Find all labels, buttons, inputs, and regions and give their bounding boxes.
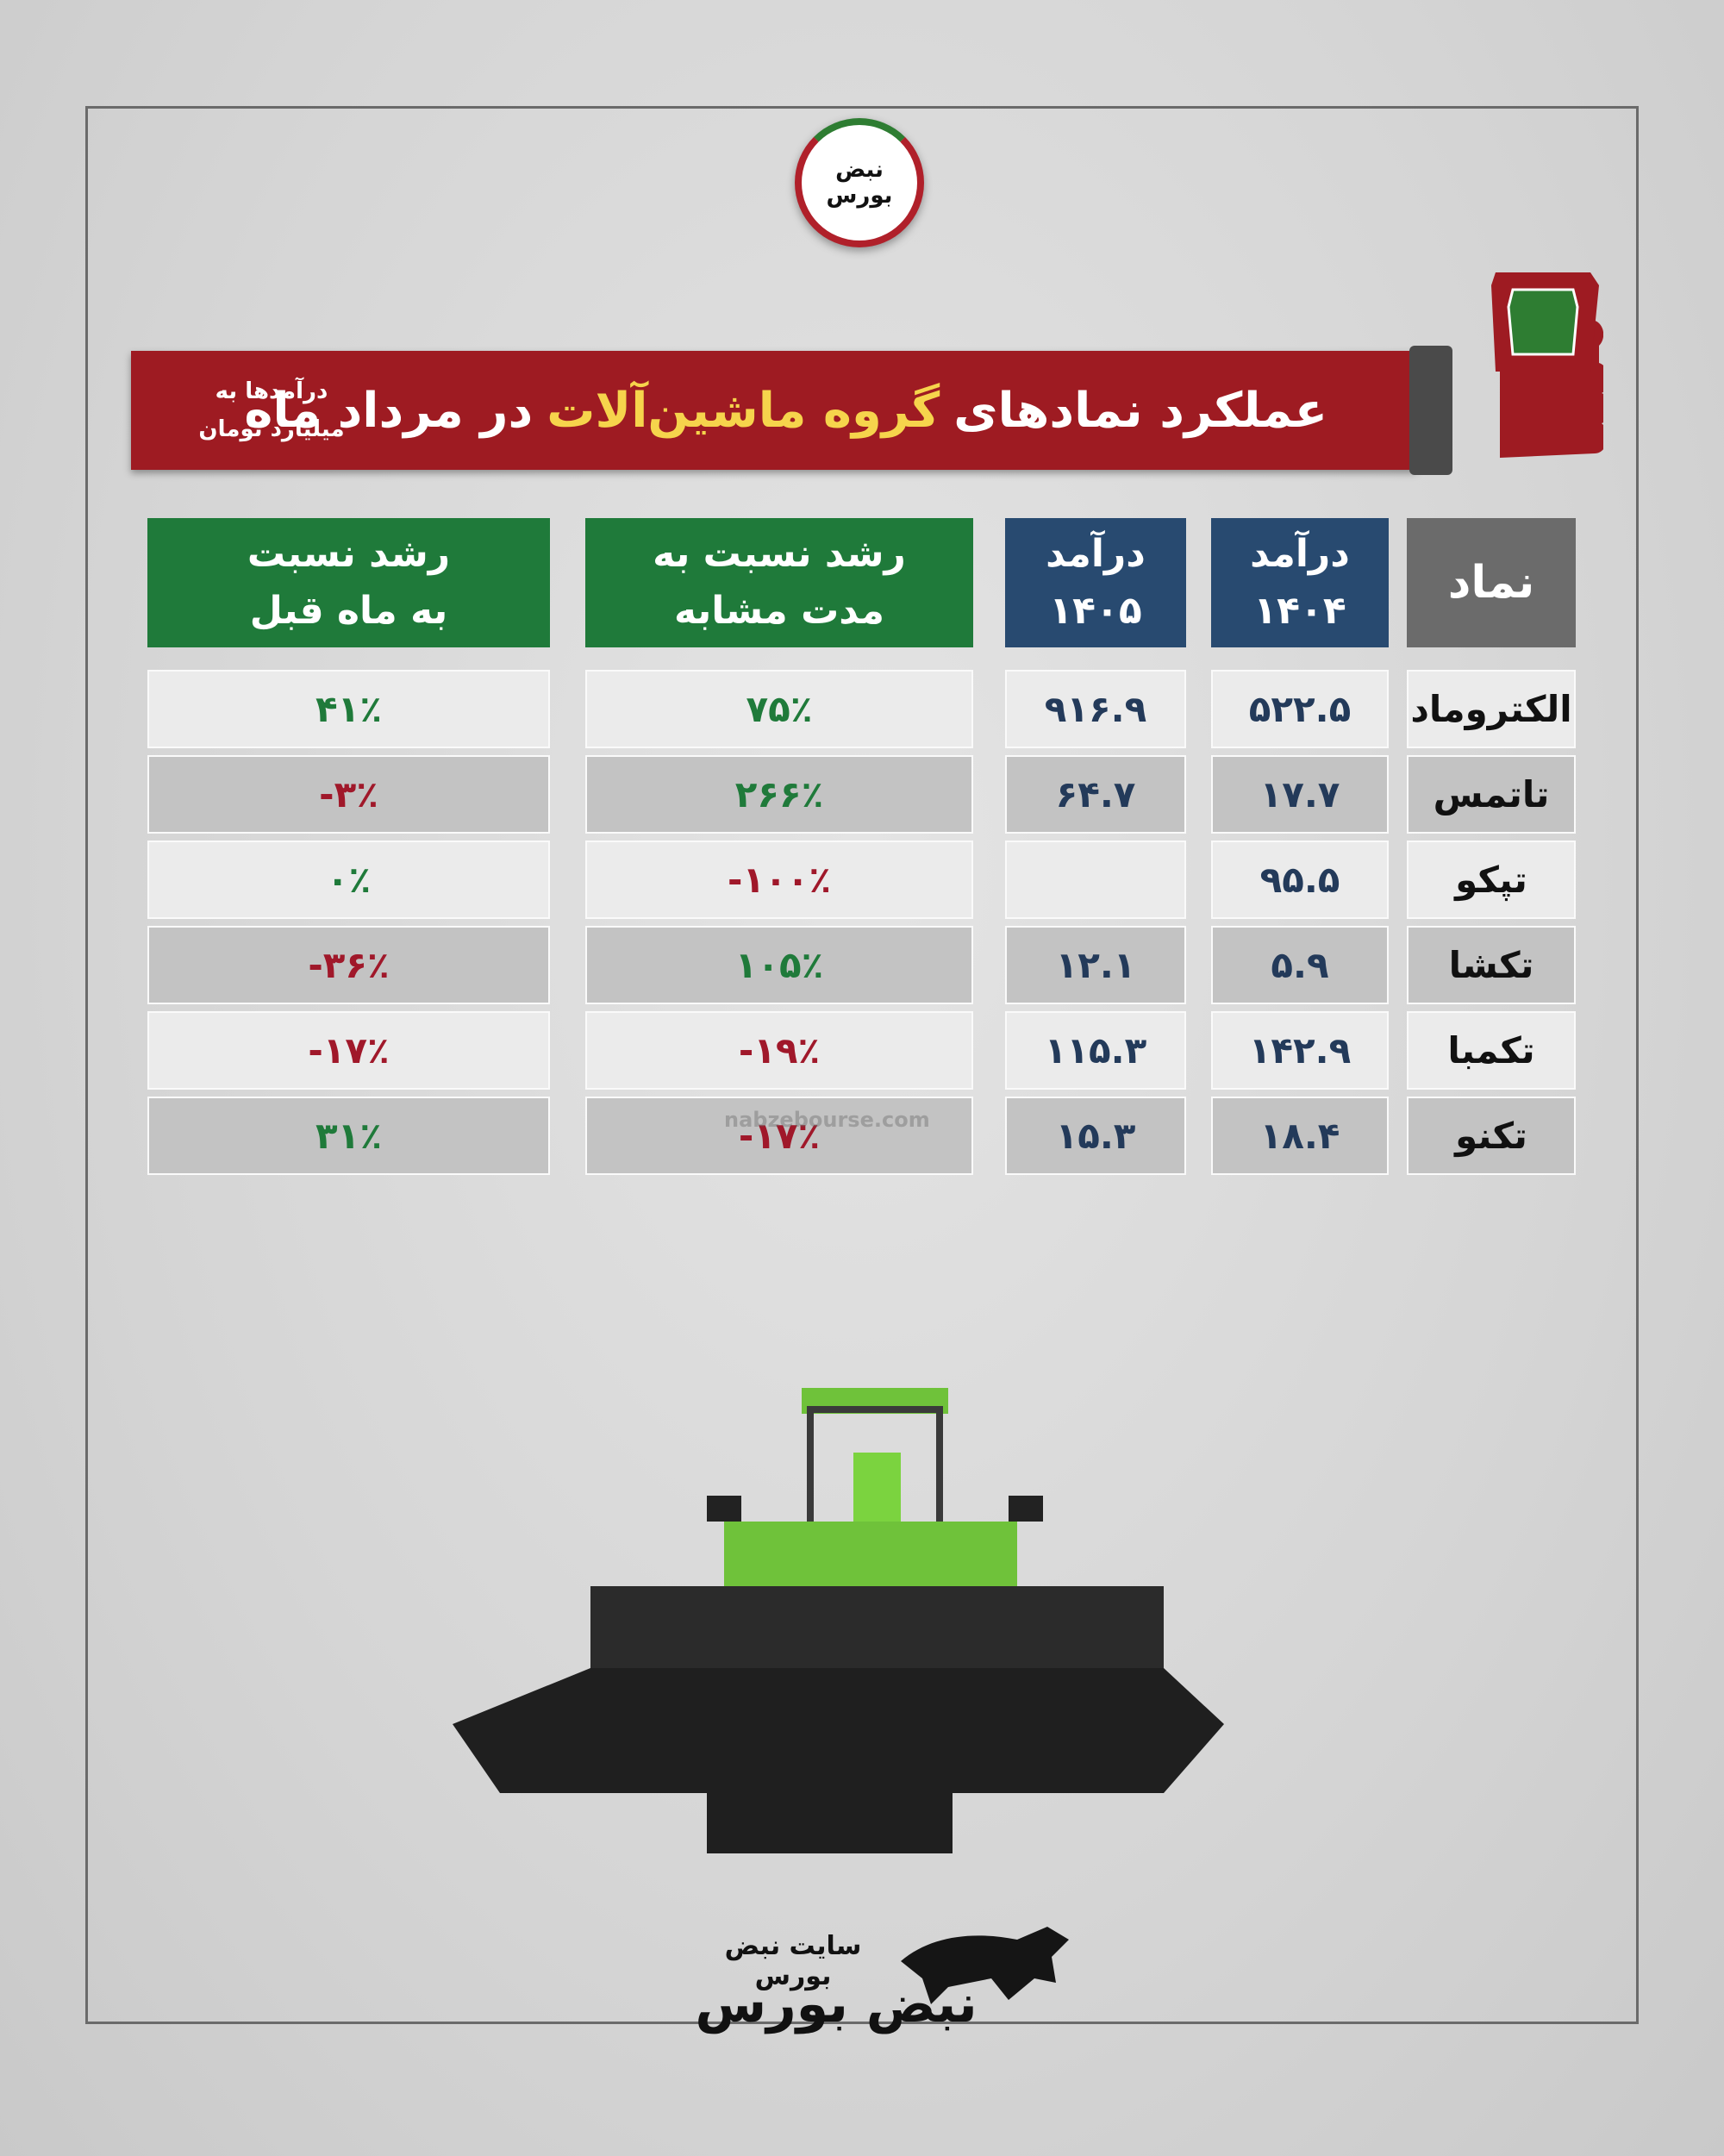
symbol: تکشا: [1448, 944, 1534, 986]
revenue: ۱۴۲.۹: [1248, 1029, 1352, 1072]
table-cell: -۳٪: [147, 755, 550, 834]
table-cell: ۳۱٪: [147, 1097, 550, 1175]
table-cell: ۱۰۵٪: [585, 926, 973, 1004]
note-line: درآمدها به: [215, 378, 328, 404]
frame: [85, 106, 1639, 2024]
header-line: درآمد: [1250, 532, 1350, 576]
table-cell: -۳۶٪: [147, 926, 550, 1004]
column-header: درآمد ۱۴۰۴: [1211, 518, 1389, 647]
table-cell: ۵۲۲.۵: [1211, 670, 1389, 748]
header-line: نماد: [1447, 557, 1535, 609]
column-header: نماد: [1407, 518, 1576, 647]
footer-brand: نبض بورس: [695, 1974, 978, 2034]
logo-text: نبض بورس: [826, 157, 893, 209]
column-header: رشد نسبت به ماه قبل: [147, 518, 550, 647]
header-line: ۱۴۰۴: [1253, 589, 1346, 633]
table-cell: ۱۲.۱: [1005, 926, 1186, 1004]
table-cell: ۷۵٪: [585, 670, 973, 748]
title-text: عملکرد نمادهای: [953, 382, 1327, 439]
table-cell: تکمبا: [1407, 1011, 1576, 1090]
growth: -۳٪: [319, 773, 378, 816]
table-cell: ۹۱۶.۹: [1005, 670, 1186, 748]
revenue: ۹۵.۵: [1259, 859, 1340, 901]
table-cell: ۱۴۲.۹: [1211, 1011, 1389, 1090]
header-line: ۱۴۰۵: [1049, 589, 1142, 633]
table-cell: ۹۵.۵: [1211, 841, 1389, 919]
revenue: ۱۵.۳: [1055, 1115, 1136, 1157]
header-line: رشد نسبت: [247, 532, 451, 576]
symbol: تکمبا: [1447, 1029, 1535, 1072]
table-cell: ۰٪: [147, 841, 550, 919]
title-banner: [131, 351, 1416, 470]
watermark: nabzebourse.com: [724, 1108, 930, 1132]
revenue: ۵۲۲.۵: [1248, 688, 1352, 730]
header-line: درآمد: [1046, 532, 1146, 576]
header-line: به ماه قبل: [249, 589, 448, 633]
table-cell: ۵.۹: [1211, 926, 1389, 1004]
growth: ۲۶۶٪: [734, 773, 824, 816]
growth: ۴۱٪: [315, 688, 382, 730]
growth: -۱۹٪: [738, 1029, 821, 1072]
title-highlight: گروه ماشین‌آلات: [547, 382, 940, 439]
revenue: ۱۲.۱: [1055, 944, 1136, 986]
footer-site: سایت نبض بورس: [724, 1931, 862, 1991]
symbol: تاتمس: [1433, 773, 1550, 816]
revenue: ۹۱۶.۹: [1044, 688, 1147, 730]
revenue: ۱۷.۷: [1259, 773, 1340, 816]
symbol: تپکو: [1455, 859, 1527, 901]
loader-image: [453, 1388, 1224, 1853]
revenue: ۱۱۵.۳: [1044, 1029, 1147, 1072]
table-cell: ۶۴.۷: [1005, 755, 1186, 834]
table-cell: ۱۷.۷: [1211, 755, 1389, 834]
symbol: الکتروماد: [1410, 688, 1572, 730]
table-cell: ۲۶۶٪: [585, 755, 973, 834]
bull-icon: [901, 1927, 1069, 2004]
growth: ۳۱٪: [315, 1115, 382, 1157]
growth: -۳۶٪: [308, 944, 390, 986]
note-line: میلیارد تومان: [198, 416, 345, 442]
growth: -۱۷٪: [308, 1029, 390, 1072]
symbol: تکنو: [1455, 1115, 1527, 1157]
title: عملکرد نمادهای گروه ماشین‌آلات در مرداد …: [244, 351, 1327, 470]
table-cell: تکشا: [1407, 926, 1576, 1004]
table-cell: -۱۷٪: [147, 1011, 550, 1090]
column-header: درآمد ۱۴۰۵: [1005, 518, 1186, 647]
table-cell: تکنو: [1407, 1097, 1576, 1175]
unit-note: درآمدها به میلیارد تومان: [198, 372, 345, 448]
growth: -۱۷٪: [738, 1115, 821, 1157]
growth: ۰٪: [326, 859, 372, 901]
logo: نبض بورس: [795, 118, 924, 247]
revenue: ۵.۹: [1271, 944, 1329, 986]
table-cell: تپکو: [1407, 841, 1576, 919]
revenue: ۶۴.۷: [1055, 773, 1136, 816]
table-cell: ۴۱٪: [147, 670, 550, 748]
table-cell: -۱۹٪: [585, 1011, 973, 1090]
header-line: مدت مشابه: [674, 589, 884, 633]
table-cell: الکتروماد: [1407, 670, 1576, 748]
table-cell: ۱۱۵.۳: [1005, 1011, 1186, 1090]
growth: ۱۰۵٪: [734, 944, 824, 986]
table-cell: -۱۷٪: [585, 1097, 973, 1175]
hand-icon: [1409, 272, 1603, 475]
column-header: رشد نسبت به مدت مشابه: [585, 518, 973, 647]
revenue: ۱۸.۴: [1259, 1115, 1340, 1157]
table-cell: ۱۵.۳: [1005, 1097, 1186, 1175]
growth: ۷۵٪: [746, 688, 813, 730]
growth: -۱۰۰٪: [728, 859, 831, 901]
table-cell: -۱۰۰٪: [585, 841, 973, 919]
table-cell: ۱۸.۴: [1211, 1097, 1389, 1175]
table-cell: [1005, 841, 1186, 919]
title-text: در مرداد ماه: [244, 382, 534, 439]
table-cell: تاتمس: [1407, 755, 1576, 834]
header-line: رشد نسبت به: [653, 532, 906, 576]
